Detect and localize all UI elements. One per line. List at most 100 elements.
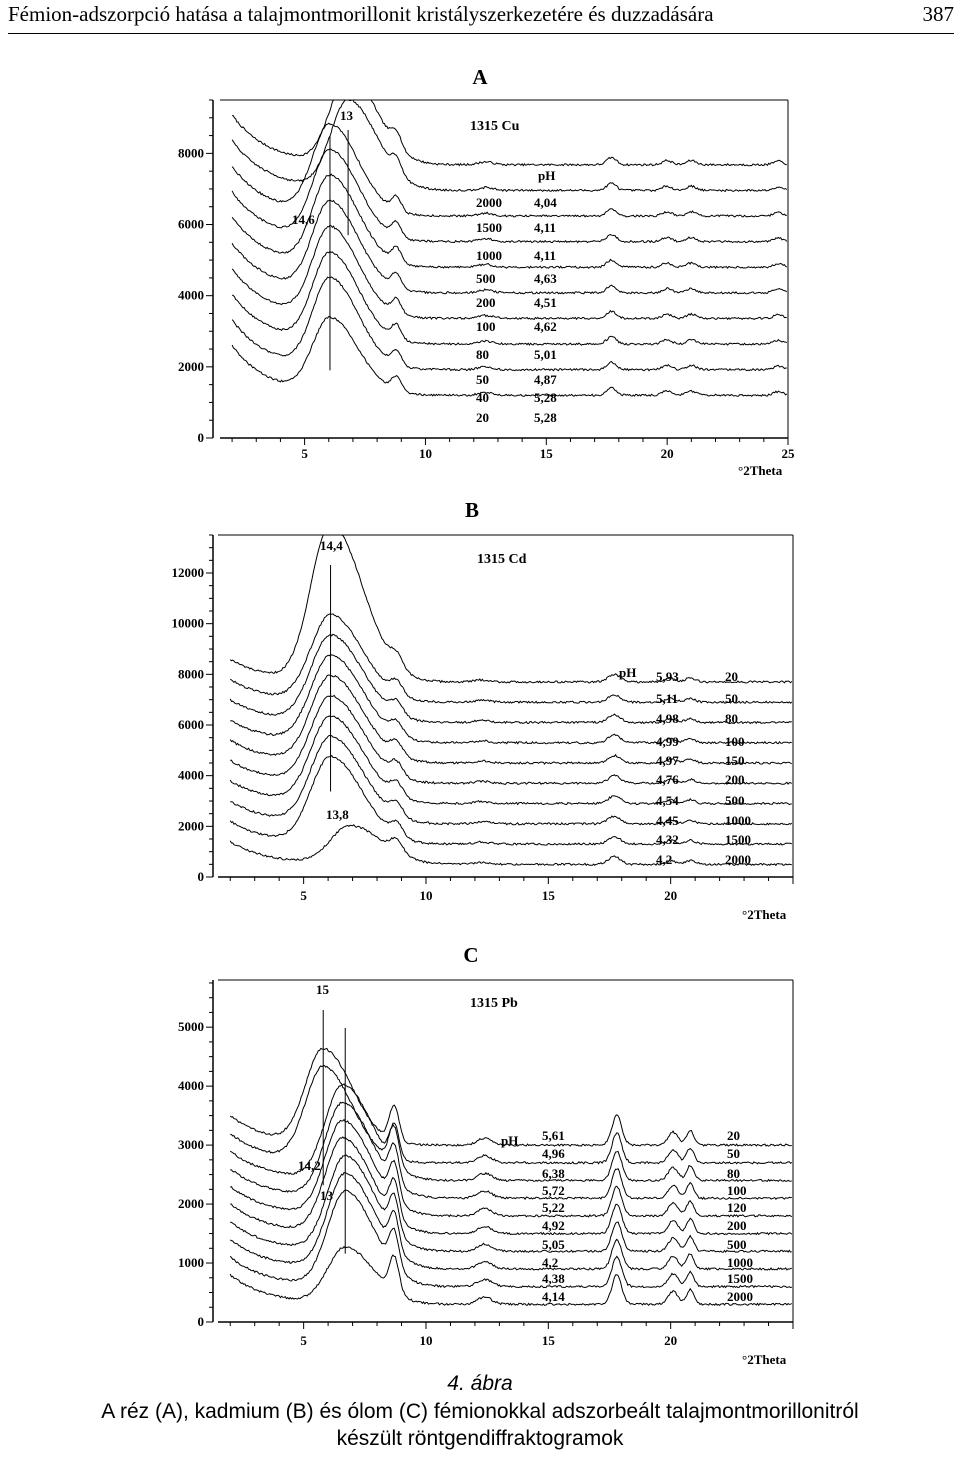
peak-label: 13,8: [326, 807, 349, 822]
sample-label: 1315 Cu: [470, 119, 520, 134]
diffraction-curve: [229, 824, 792, 867]
concentration-label: 20: [725, 669, 738, 684]
concentration-label: 80: [476, 347, 489, 362]
ph-value-label: 4,2: [656, 852, 672, 867]
ph-value-label: 4,92: [542, 1218, 565, 1233]
concentration-label: 200: [727, 1218, 747, 1233]
ph-value-label: 4,76: [656, 772, 679, 787]
y-tick-label: 0: [198, 869, 205, 884]
panel-label: B: [465, 498, 479, 522]
y-tick-label: 10000: [172, 616, 205, 631]
concentration-label: 1000: [476, 248, 502, 263]
concentration-label: 150: [725, 753, 745, 768]
x-tick-label: 5: [300, 888, 307, 903]
concentration-label: 200: [476, 295, 496, 310]
diffraction-curve: [230, 694, 793, 785]
ph-value-label: 4,96: [542, 1146, 565, 1161]
ph-value-label: 5,11: [656, 691, 678, 706]
peak-label: 14,4: [320, 538, 343, 553]
diffraction-curve: [229, 1118, 793, 1218]
diffraction-curve: [231, 250, 788, 346]
x-tick-label: 15: [542, 1333, 556, 1348]
panel-label: A: [472, 65, 488, 89]
diffractogram-a: A 1315 Cu 0 2000 4000 6000 8000 5 10 15 20 25 °2Thet…: [178, 65, 796, 478]
ph-value-label: 4,38: [542, 1271, 565, 1286]
concentration-label: 2000: [725, 852, 751, 867]
diffraction-curve: [230, 613, 793, 705]
diffraction-curve: [229, 1189, 793, 1289]
diffraction-curve: [229, 534, 793, 684]
diffraction-curve: [229, 754, 793, 846]
x-tick-label: 20: [664, 1333, 677, 1348]
y-tick-label: 6000: [178, 717, 204, 732]
diffraction-curve: [229, 633, 792, 725]
ph-value-label: 4,97: [656, 753, 679, 768]
ph-value-label: 4,32: [656, 832, 679, 847]
diffraction-curve: [231, 276, 787, 372]
diffractogram-panel-c: C 1315 Pb 0 1000 2000 3000 4000 5000 5 10 15 20 °2Th…: [0, 938, 960, 1370]
ph-value-label: 5,22: [542, 1200, 565, 1215]
ph-value-label: 4,87: [534, 372, 557, 387]
concentration-label: 500: [476, 271, 496, 286]
y-tick-label: 2000: [178, 1196, 204, 1211]
ph-value-label: 5,05: [542, 1237, 565, 1252]
diffraction-curve: [232, 99, 787, 167]
concentration-label: 100: [476, 319, 496, 334]
ph-value-label: 4,98: [656, 711, 679, 726]
ph-value-label: 5,72: [542, 1183, 565, 1198]
peak-label: 13: [320, 1188, 334, 1203]
ph-value-label: 4,99: [656, 734, 679, 749]
diffraction-curve: [230, 734, 793, 826]
concentration-label: 20: [727, 1128, 740, 1143]
diffraction-curve: [230, 1101, 792, 1201]
x-tick-label: 5: [301, 446, 308, 461]
x-tick-label: 10: [419, 1333, 432, 1348]
concentration-label: 2000: [727, 1289, 753, 1304]
ph-value-label: 6,38: [542, 1166, 565, 1181]
concentration-label: 120: [727, 1200, 747, 1215]
y-tick-label: 12000: [172, 565, 205, 580]
diffraction-curve: [230, 653, 792, 745]
x-tick-label: 10: [419, 888, 432, 903]
y-tick-label: 5000: [178, 1019, 204, 1034]
diffraction-curve: [230, 1136, 793, 1236]
diffraction-curve: [229, 715, 792, 806]
figure-caption-line1: A réz (A), kadmium (B) és ólom (C) fémio…: [101, 1400, 859, 1423]
diffractogram-panel-b: B 1315 Cd 0 2000 4000 6000 8000 10000 12000 5 10 15…: [0, 495, 960, 925]
ph-value-label: 4,11: [534, 220, 556, 235]
ph-value-label: 4,62: [534, 319, 557, 334]
diffraction-curve: [231, 122, 787, 218]
concentration-label: 1500: [727, 1271, 753, 1286]
figure-number: 4. ábra: [447, 1372, 513, 1395]
y-tick-label: 4000: [178, 768, 204, 783]
diffraction-curve: [229, 1172, 792, 1271]
concentration-label: 1500: [476, 220, 502, 235]
x-tick-label: 15: [542, 888, 556, 903]
running-title: Fémion-adszorpció hatása a talajmontmori…: [8, 2, 714, 26]
page-number: 387: [922, 2, 955, 26]
x-axis-label: °2Theta: [742, 907, 787, 922]
ph-value-label: 4,2: [542, 1255, 558, 1270]
ph-value-label: 5,28: [534, 390, 557, 405]
diffractogram-c: C 1315 Pb 0 1000 2000 3000 4000 5000 5 10 15 20 °2Th…: [178, 943, 794, 1367]
y-tick-label: 3000: [178, 1137, 204, 1152]
peak-label: 14,2: [298, 1158, 321, 1173]
concentration-label: 80: [725, 711, 738, 726]
ph-value-label: 5,28: [534, 410, 557, 425]
panel-label: C: [463, 943, 478, 967]
ph-value-label: 4,54: [656, 793, 679, 808]
peak-label: 15: [316, 982, 330, 997]
concentration-label: 100: [727, 1183, 747, 1198]
ph-value-label: 4,11: [534, 248, 556, 263]
concentration-label: 50: [725, 691, 738, 706]
diffraction-curve: [231, 99, 788, 193]
x-tick-label: 15: [540, 446, 554, 461]
concentration-label: 2000: [476, 195, 502, 210]
y-tick-label: 2000: [178, 818, 204, 833]
x-tick-label: 25: [782, 446, 796, 461]
x-axis-label: °2Theta: [742, 1352, 787, 1367]
concentration-label: 40: [476, 390, 489, 405]
peak-label: 14,6: [292, 212, 315, 227]
concentration-label: 20: [476, 410, 489, 425]
diffraction-curve: [231, 315, 788, 397]
